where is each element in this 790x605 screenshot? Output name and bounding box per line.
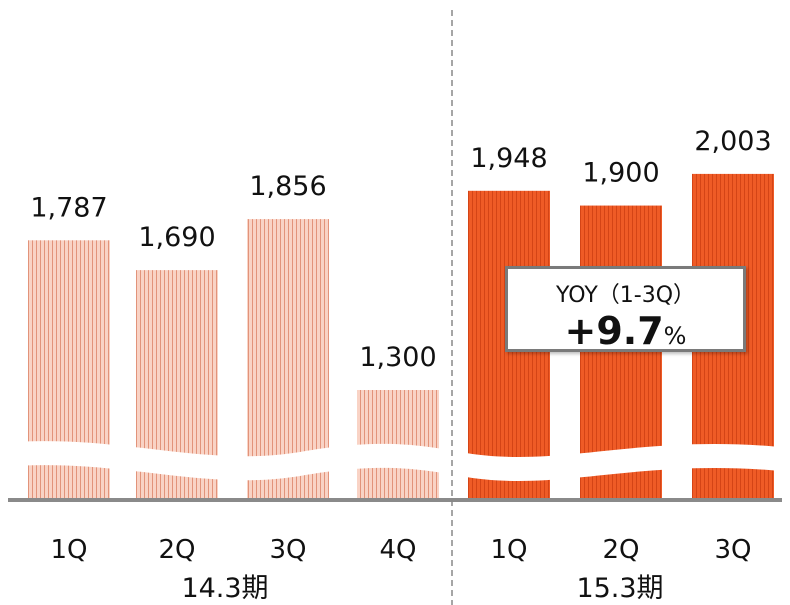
group-label-1: 14.3期	[181, 573, 268, 604]
category-label-1: 1Q	[50, 535, 87, 565]
category-label-5: 1Q	[490, 535, 527, 565]
category-label-2: 2Q	[158, 535, 195, 565]
value-label-6: 1,900	[582, 158, 659, 189]
axis-break	[0, 441, 790, 481]
value-label-4: 1,300	[359, 342, 436, 373]
yoy-value: +9.7	[564, 309, 664, 353]
value-label-2: 1,690	[138, 222, 215, 253]
category-label-6: 2Q	[602, 535, 639, 565]
axis-break-band	[0, 441, 790, 481]
value-label-7: 2,003	[694, 126, 771, 157]
value-label-1: 1,787	[30, 192, 107, 223]
category-label-3: 3Q	[269, 535, 306, 565]
yoy-value-line: +9.7%	[508, 309, 743, 353]
labels-layer: 1,787 1Q 1,690 2Q 1,856 3Q 1,300 4Q 1,948 1Q 1,900…	[30, 126, 771, 604]
category-label-7: 3Q	[714, 535, 751, 565]
yoy-unit: %	[663, 322, 687, 350]
yoy-title: YOY（1-3Q）	[555, 283, 696, 308]
category-label-4: 4Q	[379, 535, 416, 565]
group-label-2: 15.3期	[576, 573, 663, 604]
value-label-5: 1,948	[470, 143, 547, 174]
value-label-3: 1,856	[249, 171, 326, 202]
yoy-annotation-box: YOY（1-3Q） +9.7%	[505, 266, 746, 353]
